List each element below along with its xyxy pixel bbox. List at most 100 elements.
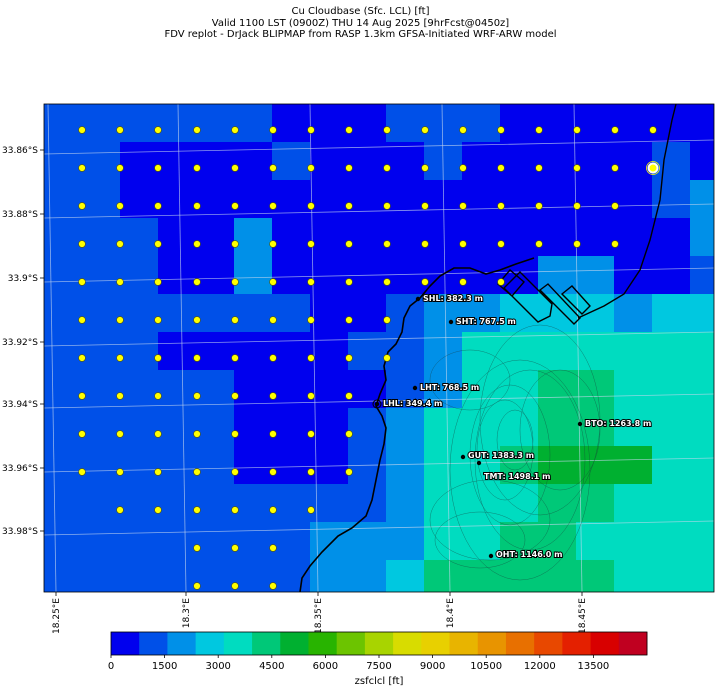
heatmap-cell [310,104,349,143]
grid-point-dot [78,468,86,476]
heatmap-cell [120,142,159,181]
grid-point-dot [345,354,353,362]
longitude-line [47,104,57,592]
terrain-contours [429,324,601,581]
heatmap-cell [690,484,714,523]
heatmap-cell [310,560,349,592]
grid-point-dot [154,164,162,172]
heatmap-cell [272,370,311,409]
grid-point-dot [307,430,315,438]
grid-point-dot [307,202,315,210]
station-markers: SHL: 382.3 m SHT: 767.5 m LHT: 768.5 m LHL:… [372,293,652,560]
heatmap-cell [272,104,311,143]
heatmap-cell [234,218,273,257]
heatmap-cell [500,370,539,409]
colorbar-tick-label: 10500 [470,661,502,672]
grid-point-dot [154,240,162,248]
latitude-line [44,520,714,536]
grid-point-dot [78,278,86,286]
colorbar-segment [562,632,591,655]
heatmap-cell [120,446,159,485]
heatmap-cell [196,104,235,143]
heatmap-cell [500,484,539,523]
contour-line [429,349,511,411]
station-oht: OHT: 1146.0 m [488,549,564,560]
grid-point-dot [383,240,391,248]
station-label: OHT: 1146.0 m [496,550,563,559]
longitude-line [441,104,451,592]
colorbar-label: zsfclcl [ft] [355,676,404,687]
heatmap-cell [386,180,425,219]
colorbar-tick-label: 0 [108,661,114,672]
heatmap-cell [614,408,653,447]
heatmap-cell [386,142,425,181]
heatmap-cell [82,256,121,295]
heatmap-cell [82,446,121,485]
heatmap-cell [690,294,714,333]
heatmap-cell [310,408,349,447]
grid-point-dot [383,164,391,172]
heatmap-cell [158,142,197,181]
grid-point-dot [383,316,391,324]
heatmap-cell [690,218,714,257]
heatmap-cell [272,294,311,333]
grid-point-dot [78,430,86,438]
grid-point-dot [116,430,124,438]
grid-point-dot [459,202,467,210]
heatmap-cell [44,408,83,447]
heatmap-cell [462,104,501,143]
grid-point-dot [78,354,86,362]
grid-point-dot [154,126,162,134]
heatmap-cell [500,408,539,447]
heatmap-cell [614,180,653,219]
heatmap-cell [538,560,577,592]
heatmap-cell [386,370,425,409]
grid-point-dot [269,506,277,514]
heatmap-cell [44,522,83,561]
heatmap-cell [82,370,121,409]
coastline [299,257,535,592]
heatmap-cell [652,256,691,295]
heatmap-cell [690,256,714,295]
colorbar-segment [195,632,225,655]
station-label: LHL: 349.4 m [383,399,442,408]
heatmap-cell [196,370,235,409]
station-label: GUT: 1383.3 m [468,451,534,460]
heatmap-cell [348,560,387,592]
station-label: LHT: 768.5 m [420,383,479,392]
heatmap-cell [158,522,197,561]
heatmap-cell [272,446,311,485]
heatmap-cell [690,446,714,485]
title-line-3: FDV replot - DrJack BLIPMAP from RASP 1.… [164,29,557,40]
grid-point-dot [535,126,543,134]
grid-point-dot [269,582,277,590]
grid-point-dot [269,544,277,552]
heatmap-cell [120,332,159,371]
heatmap-cell [348,104,387,143]
heatmap-cell [158,294,197,333]
heatmap-cell [120,218,159,257]
heatmap-cell [386,560,425,592]
latitude-tick-label: 33.96°S [2,464,38,474]
heatmap-cell [310,256,349,295]
heatmap-cell [424,256,463,295]
heatmap-cell [196,522,235,561]
heatmap-cell [272,484,311,523]
heatmap-cell [652,446,691,485]
grid-point-dot [116,392,124,400]
grid-point-dot [345,164,353,172]
grid-point-dot [269,202,277,210]
latitude-line [44,393,714,409]
grid-point-dot [231,240,239,248]
heatmap-cell [500,180,539,219]
heatmap-cell [462,446,501,485]
heatmap-cell [500,332,539,371]
grid-point-dot [193,506,201,514]
grid-point-dot [116,278,124,286]
heatmap-cell [82,522,121,561]
heatmap-cell [158,408,197,447]
grid-point-dot [154,202,162,210]
longitude-tick-label: 18.4°E [446,598,456,629]
heatmap-cell [538,104,577,143]
heatmap-cell [576,446,615,485]
